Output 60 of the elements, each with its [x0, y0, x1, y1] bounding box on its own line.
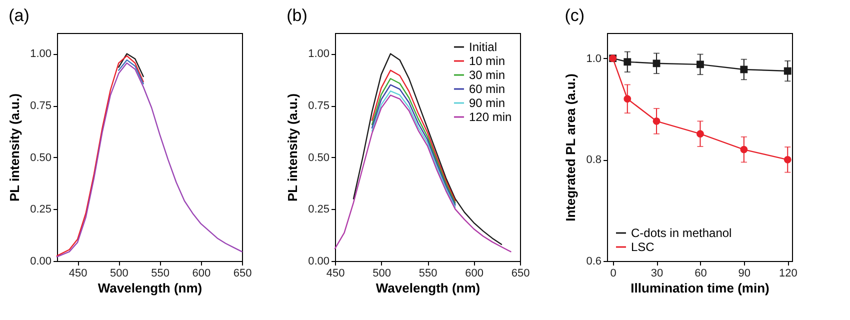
y-tick-label: 0.50 — [30, 152, 52, 164]
point — [740, 146, 748, 154]
y-tick-label: 0.00 — [308, 256, 330, 268]
x-tick-label: 120 — [778, 268, 798, 280]
y-tick-label: 0.00 — [30, 256, 52, 268]
x-axis-title: Wavelength (nm) — [98, 280, 202, 296]
x-tick-label: 0 — [610, 268, 616, 280]
y-axis-title: PL intensity (a.u.) — [7, 93, 22, 202]
legend-label: 90 min — [469, 96, 506, 110]
y-tick-label: 0.25 — [30, 204, 52, 216]
y-tick-label: 0.25 — [308, 204, 330, 216]
x-tick-label: 550 — [418, 268, 438, 280]
x-tick-label: 30 — [650, 268, 664, 280]
point — [740, 66, 748, 74]
y-tick-label: 1.00 — [30, 48, 52, 60]
point — [652, 117, 660, 125]
x-axis-title: Illumination time (min) — [630, 280, 770, 296]
point — [624, 58, 632, 66]
line-series — [334, 94, 512, 252]
x-tick-label: 500 — [372, 268, 391, 280]
chart-title: (a) — [8, 6, 30, 25]
legend-label: LSC — [631, 240, 655, 254]
x-tick-label: 450 — [326, 268, 345, 280]
point — [624, 95, 632, 103]
line-series — [56, 55, 144, 256]
point — [696, 130, 704, 138]
x-tick-label: 450 — [68, 268, 88, 280]
x-tick-label: 650 — [511, 268, 530, 280]
point — [784, 67, 792, 75]
y-tick-label: 0.75 — [30, 100, 52, 112]
y-tick-label: 0.8 — [586, 154, 602, 166]
legend-label: C-dots in methanol — [631, 226, 732, 240]
y-tick-label: 0.50 — [308, 152, 330, 164]
y-tick-label: 0.75 — [308, 100, 330, 112]
x-tick-label: 90 — [738, 268, 751, 280]
x-tick-label: 500 — [110, 268, 128, 280]
legend-label: 10 min — [469, 54, 506, 68]
legend-label: Initial — [469, 40, 498, 54]
x-tick-label: 550 — [151, 268, 170, 280]
x-axis-title: Wavelength (nm) — [376, 280, 480, 296]
legend-label: 120 min — [469, 110, 512, 124]
y-axis-title: Integrated PL area (a.u.) — [563, 74, 578, 222]
point — [652, 60, 660, 68]
line-series — [118, 53, 144, 78]
point — [784, 156, 792, 164]
line-series — [118, 59, 144, 84]
y-tick-label: 0.6 — [586, 256, 602, 268]
x-tick-label: 60 — [694, 268, 707, 280]
y-tick-label: 1.00 — [308, 48, 330, 60]
chart-title: (b) — [286, 6, 308, 25]
legend-label: 30 min — [469, 68, 506, 82]
legend-label: 60 min — [469, 82, 506, 96]
x-tick-label: 600 — [465, 268, 484, 280]
y-axis-title: PL intensity (a.u.) — [285, 93, 300, 202]
point — [696, 60, 704, 68]
chart-title: (c) — [564, 6, 585, 25]
y-tick-label: 1.0 — [586, 52, 602, 65]
x-tick-label: 600 — [192, 268, 211, 280]
x-tick-label: 650 — [233, 268, 252, 280]
line-series — [56, 62, 243, 258]
